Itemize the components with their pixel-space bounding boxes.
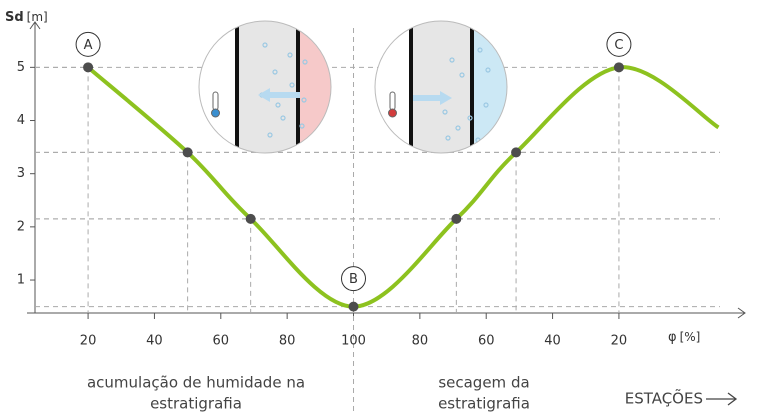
point-badge [75, 31, 101, 57]
point-badge [341, 266, 367, 292]
y-tick-label: 2 [17, 219, 25, 234]
point-badge [606, 31, 632, 57]
x-axis-unit: [%] [680, 330, 701, 344]
annotation: secagem da [438, 374, 529, 392]
point [245, 213, 256, 224]
y-tick-label: 3 [17, 166, 25, 181]
y-tick-label: 1 [17, 273, 25, 288]
point [348, 301, 359, 312]
x-tick-label: 60 [478, 334, 495, 349]
arrow [706, 392, 738, 406]
point [613, 62, 624, 73]
point [83, 62, 94, 73]
x-axis-label: φ [668, 330, 677, 345]
y-tick-label: 4 [17, 113, 25, 128]
x-tick-label: 80 [279, 334, 296, 349]
point-label: C [614, 38, 623, 53]
annotation: ESTAÇÕES [625, 389, 703, 408]
y-axis-unit: [m] [27, 10, 48, 24]
y-axis-label: Sd [m] [5, 10, 48, 25]
point [182, 147, 193, 158]
y-tick-label: 5 [17, 60, 25, 75]
x-tick-label: 40 [544, 334, 561, 349]
x-tick-label: 20 [80, 334, 97, 349]
inset-winter [198, 20, 332, 154]
x-tick-label: 40 [146, 334, 163, 349]
x-tick-label: 80 [412, 334, 429, 349]
x-tick-label: 60 [213, 334, 230, 349]
annotation: estratigrafia [150, 395, 242, 413]
curve [86, 65, 720, 309]
point [451, 213, 462, 224]
y-axis-arrow [29, 21, 41, 30]
x-axis-label: φ [%] [668, 330, 700, 345]
x-axis-arrow [737, 307, 746, 319]
annotation: estratigrafia [438, 395, 530, 413]
x-tick-label: 20 [611, 334, 628, 349]
inset-summer [374, 20, 508, 154]
point [511, 147, 522, 158]
point-label: A [84, 38, 93, 53]
point-label: B [349, 272, 358, 287]
y-axis-label: Sd [5, 10, 24, 25]
annotation: acumulação de humidade na [87, 374, 305, 392]
x-tick-label: 100 [341, 334, 366, 349]
